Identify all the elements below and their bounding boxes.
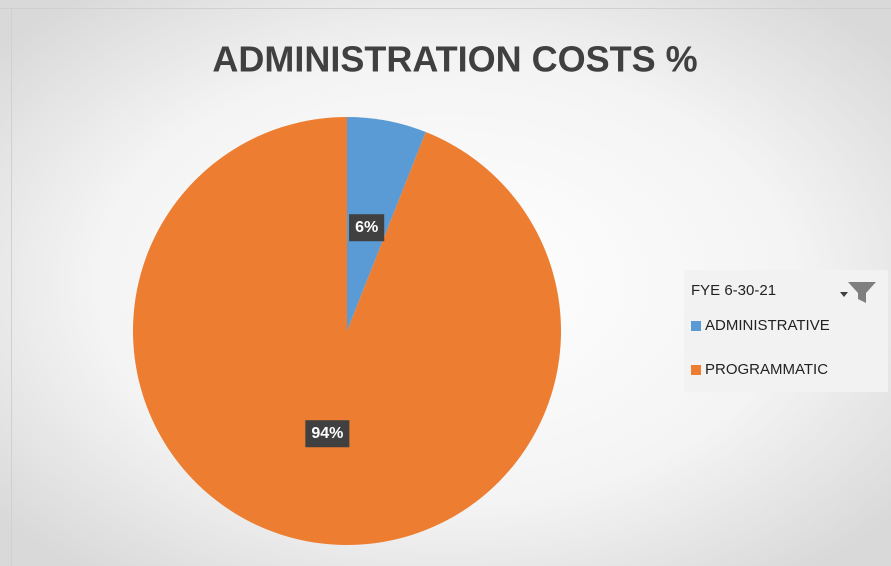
- legend-title: FYE 6-30-21: [691, 282, 776, 299]
- chart-title: ADMINISTRATION COSTS %: [212, 39, 697, 80]
- pie-slice: [132, 117, 561, 545]
- legend-swatch: [691, 365, 701, 375]
- data-label-box: [349, 214, 385, 242]
- data-label: 94%: [311, 425, 343, 442]
- legend-label: ADMINISTRATIVE: [705, 317, 830, 334]
- pie-slice: [347, 117, 426, 331]
- legend: ADMINISTRATIVE PROGRAMMATIC: [691, 317, 830, 378]
- pie: 6% 94%: [132, 117, 561, 545]
- data-label: 6%: [355, 219, 378, 236]
- legend-box: [684, 270, 888, 392]
- legend-swatch: [691, 321, 701, 331]
- legend-label: PROGRAMMATIC: [705, 361, 828, 378]
- filter-icon: [848, 282, 876, 303]
- filter-button[interactable]: [840, 282, 876, 303]
- data-label-box: [305, 420, 350, 448]
- dropdown-arrow: [840, 292, 848, 297]
